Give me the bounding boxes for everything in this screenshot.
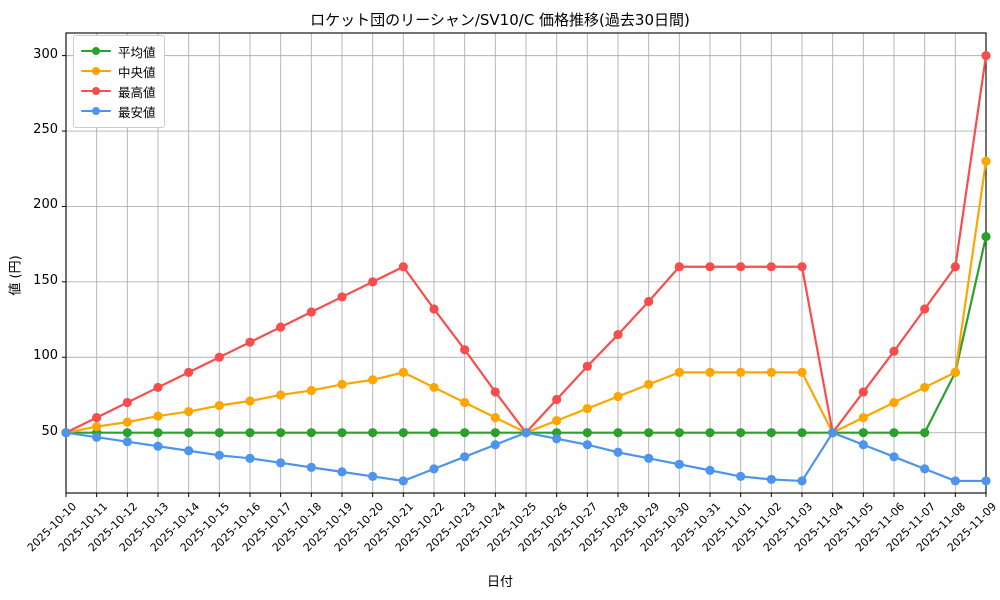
- series-markers: [61, 51, 991, 486]
- y-tick-label: 200: [33, 197, 58, 213]
- legend-swatch-icon: [81, 44, 111, 58]
- legend-item-2[interactable]: 中央値: [81, 61, 156, 81]
- chart-title: ロケット団のリーシャン/SV10/C 価格推移(過去30日間): [310, 11, 690, 29]
- y-tick-label: 100: [33, 348, 58, 364]
- legend-label: 中央値: [118, 64, 156, 80]
- legend-label: 最高値: [118, 84, 156, 100]
- x-axis-label: 日付: [486, 575, 513, 590]
- legend-swatch-icon: [81, 64, 111, 78]
- legend-swatch-icon: [81, 84, 111, 98]
- y-tick-label: 50: [41, 423, 58, 439]
- y-tick-label: 150: [33, 272, 58, 288]
- legend-item-3[interactable]: 最高値: [81, 81, 156, 101]
- legend-label: 平均値: [118, 44, 156, 60]
- y-tick-label: 300: [33, 46, 58, 62]
- legend-item-1[interactable]: 平均値: [81, 41, 156, 61]
- legend-item-4[interactable]: 最安値: [81, 101, 156, 121]
- chart-legend: 平均値中央値最高値最安値: [73, 35, 165, 128]
- tick-marks: [62, 55, 987, 497]
- legend-swatch-icon: [81, 104, 111, 118]
- legend-label: 最安値: [118, 104, 156, 120]
- y-tick-label: 250: [33, 122, 58, 138]
